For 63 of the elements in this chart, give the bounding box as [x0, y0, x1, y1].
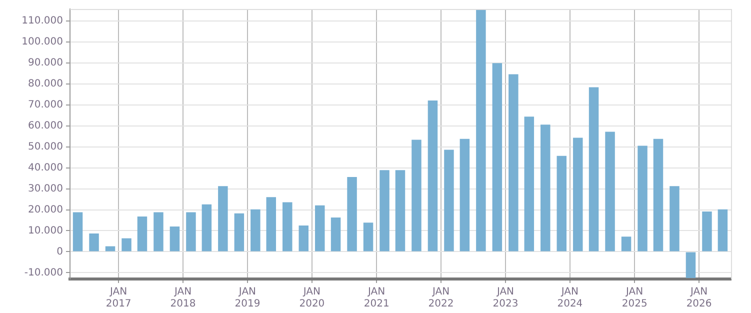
bar	[122, 238, 132, 252]
bar	[492, 63, 502, 252]
bar	[573, 138, 583, 252]
x-tick-label: JAN 2025	[622, 286, 648, 310]
bar	[702, 211, 712, 252]
x-tick-label: JAN 2018	[170, 286, 196, 310]
x-tick-label: JAN 2020	[299, 286, 325, 310]
bar	[315, 205, 325, 252]
bar	[89, 233, 99, 252]
bar	[282, 202, 292, 252]
y-tick-label: 50.000	[28, 141, 63, 152]
x-tick-label: JAN 2021	[364, 286, 390, 310]
y-tick-label: -10.000	[24, 267, 63, 278]
bar	[653, 138, 664, 252]
y-tick-label: 0	[56, 246, 63, 258]
x-tick-label: JAN 2023	[492, 286, 518, 310]
y-tick-label: 110.000	[22, 16, 63, 27]
bar	[347, 177, 357, 252]
x-tick-label: JAN 2019	[234, 286, 260, 310]
bar	[670, 186, 680, 252]
x-tick-label: JAN 2026	[686, 286, 712, 310]
bar	[605, 132, 615, 252]
y-tick-label: 40.000	[28, 162, 63, 174]
bar	[266, 197, 276, 252]
y-tick-label: 90.000	[28, 58, 63, 69]
bar	[444, 150, 454, 252]
bar	[170, 226, 180, 252]
y-tick-label: 70.000	[28, 99, 63, 110]
bar	[718, 209, 728, 252]
bar	[298, 226, 309, 252]
bar	[250, 209, 260, 252]
bar	[524, 116, 534, 252]
y-tick-label: 100.000	[22, 36, 63, 48]
y-tick-label: 20.000	[28, 204, 63, 216]
bar	[460, 138, 470, 252]
bar	[588, 87, 599, 252]
bar	[428, 100, 438, 252]
bar	[412, 140, 422, 252]
bar	[380, 170, 390, 252]
bar	[686, 252, 696, 278]
bar	[234, 213, 244, 252]
y-tick-label: 60.000	[28, 120, 63, 132]
x-tick-label: JAN 2022	[428, 286, 454, 310]
bar	[540, 124, 550, 252]
bar	[72, 212, 83, 252]
bar	[186, 212, 196, 252]
x-tick-label: JAN 2017	[106, 286, 132, 310]
bar	[476, 9, 486, 252]
bar	[638, 146, 648, 252]
bar	[363, 222, 374, 252]
bar	[621, 236, 632, 252]
y-tick-label: 10.000	[28, 225, 63, 236]
bar	[330, 218, 341, 252]
bar	[218, 186, 228, 252]
y-tick-label: 80.000	[28, 78, 63, 90]
bar	[556, 156, 567, 252]
bar	[154, 212, 164, 252]
y-tick-label: 30.000	[28, 183, 63, 194]
bar	[202, 204, 212, 252]
x-tick-label: JAN 2024	[557, 286, 583, 310]
bar	[508, 74, 518, 252]
bar	[137, 216, 148, 252]
bar	[395, 170, 406, 252]
